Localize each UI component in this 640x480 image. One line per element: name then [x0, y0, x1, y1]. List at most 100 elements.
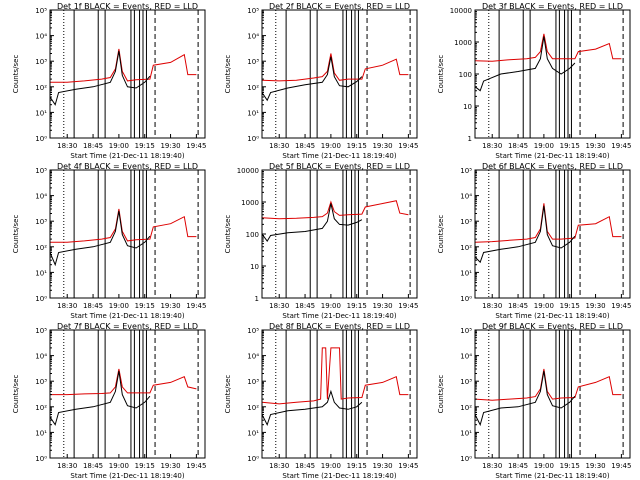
x-axis-label: Start Time (21-Dec-11 18:19:40): [70, 152, 184, 160]
plot-frame: [49, 169, 206, 299]
lld-series-line: [261, 347, 409, 405]
x-tick-label: 19:45: [186, 142, 206, 150]
y-tick-label: 10¹: [460, 269, 472, 277]
events-series-line: [261, 56, 363, 102]
x-tick-label: 19:30: [585, 142, 605, 150]
y-axis-label: Counts/sec: [12, 375, 20, 414]
y-tick-label: 10: [463, 103, 472, 111]
x-tick-label: 18:30: [482, 462, 502, 470]
x-tick-label: 18:30: [269, 302, 289, 310]
panel-title: Det 5f BLACK = Events, RED = LLD: [269, 162, 410, 171]
x-axis-label: Start Time (21-Dec-11 18:19:40): [282, 472, 396, 480]
panel-det-6: Det 6f BLACK = Events, RED = LLD 10⁰ 10¹ 10…: [437, 162, 631, 320]
x-tick-label: 19:15: [135, 142, 155, 150]
panel-det-5: Det 5f BLACK = Events, RED = LLD 1 10 100 10…: [224, 162, 418, 320]
plot-frame: [261, 9, 418, 139]
x-tick-label: 19:00: [321, 142, 341, 150]
y-tick-label: 10¹: [247, 429, 259, 437]
x-tick-label: 19:30: [372, 142, 392, 150]
panel-det-3: Det 3f BLACK = Events, RED = LLD 1 10 100 10…: [437, 2, 631, 160]
y-axis-label: Counts/sec: [224, 375, 232, 414]
x-tick-label: 18:30: [57, 462, 77, 470]
panel-det-1: Det 1f BLACK = Events, RED = LLD 10⁰ 10¹ 10…: [12, 2, 206, 160]
events-series-line: [49, 210, 151, 267]
plot-frame: [474, 9, 631, 139]
x-tick-label: 19:45: [186, 302, 206, 310]
events-series-line: [261, 389, 363, 426]
y-tick-label: 10²: [35, 84, 47, 92]
y-tick-label: 10⁴: [460, 353, 472, 361]
x-axis-label: Start Time (21-Dec-11 18:19:40): [495, 472, 609, 480]
x-tick-label: 19:45: [398, 302, 418, 310]
y-tick-label: 10¹: [247, 109, 259, 117]
x-tick-label: 19:45: [398, 142, 418, 150]
panel-title: Det 8f BLACK = Events, RED = LLD: [269, 322, 410, 331]
y-tick-label: 10⁵: [35, 327, 47, 335]
y-axis-label: Counts/sec: [224, 55, 232, 94]
x-tick-label: 19:45: [611, 302, 631, 310]
x-tick-label: 18:45: [83, 302, 103, 310]
x-tick-label: 18:30: [482, 142, 502, 150]
x-axis-label: Start Time (21-Dec-11 18:19:40): [70, 472, 184, 480]
y-tick-label: 10³: [35, 378, 47, 386]
x-tick-label: 19:00: [321, 462, 341, 470]
x-tick-label: 19:45: [398, 462, 418, 470]
y-tick-label: 10³: [247, 58, 259, 66]
y-tick-label: 10⁴: [460, 193, 472, 201]
plot-frame: [49, 329, 206, 459]
x-tick-label: 19:15: [347, 302, 367, 310]
x-tick-label: 19:15: [560, 462, 580, 470]
y-tick-label: 10⁰: [247, 135, 259, 143]
y-tick-label: 100: [459, 71, 472, 79]
x-tick-label: 19:00: [109, 142, 129, 150]
panel-title: Det 7f BLACK = Events, RED = LLD: [57, 322, 198, 331]
y-axis-label: Counts/sec: [224, 215, 232, 254]
lld-series-line: [261, 200, 409, 220]
y-axis-label: Counts/sec: [437, 375, 445, 414]
panel-det-9: Det 9f BLACK = Events, RED = LLD 10⁰ 10¹ 10…: [437, 322, 631, 480]
y-tick-label: 10²: [35, 404, 47, 412]
y-tick-label: 10¹: [460, 429, 472, 437]
y-tick-label: 1000: [241, 199, 259, 207]
x-tick-label: 19:15: [135, 462, 155, 470]
y-axis-label: Counts/sec: [437, 215, 445, 254]
lld-series-line: [50, 208, 197, 243]
events-series-line: [474, 370, 576, 427]
y-axis-label: Counts/sec: [437, 55, 445, 94]
y-tick-label: 10000: [237, 167, 259, 175]
y-tick-label: 10²: [247, 84, 259, 92]
lld-series-line: [261, 53, 409, 82]
y-tick-label: 10²: [35, 244, 47, 252]
x-tick-label: 19:00: [109, 462, 129, 470]
y-tick-label: 10⁴: [35, 193, 47, 201]
x-tick-label: 18:45: [295, 142, 315, 150]
lld-series-line: [50, 368, 197, 396]
panel-det-4: Det 4f BLACK = Events, RED = LLD 10⁰ 10¹ 10…: [12, 162, 206, 320]
x-tick-label: 19:15: [347, 462, 367, 470]
x-tick-label: 19:30: [372, 462, 392, 470]
x-tick-label: 19:30: [160, 462, 180, 470]
panel-title: Det 6f BLACK = Events, RED = LLD: [482, 162, 623, 171]
plot-frame: [474, 329, 631, 459]
panel-title: Det 1f BLACK = Events, RED = LLD: [57, 2, 198, 11]
y-tick-label: 10⁵: [460, 167, 472, 175]
plot-frame: [261, 329, 418, 459]
y-tick-label: 10¹: [35, 429, 47, 437]
x-tick-label: 19:30: [160, 302, 180, 310]
x-tick-label: 19:30: [160, 142, 180, 150]
y-tick-label: 10³: [35, 218, 47, 226]
x-tick-label: 19:00: [109, 302, 129, 310]
y-tick-label: 10⁰: [460, 455, 472, 463]
y-tick-label: 10⁴: [247, 353, 259, 361]
y-tick-label: 10⁵: [35, 167, 47, 175]
events-series-line: [49, 50, 151, 106]
y-tick-label: 1: [468, 135, 472, 143]
x-tick-label: 19:15: [135, 302, 155, 310]
y-tick-label: 10⁰: [35, 135, 47, 143]
y-tick-label: 10⁵: [460, 327, 472, 335]
x-tick-label: 18:45: [508, 302, 528, 310]
x-tick-label: 19:30: [585, 302, 605, 310]
x-tick-label: 18:30: [269, 462, 289, 470]
plot-frame: [261, 169, 418, 299]
events-series-line: [261, 203, 363, 242]
